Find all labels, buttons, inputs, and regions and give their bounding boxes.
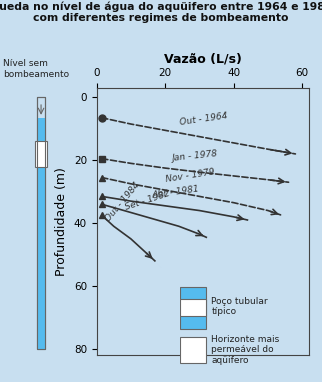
Bar	[35, 141, 47, 167]
Bar	[37, 118, 45, 349]
Text: Horizonte mais
permeável do
aqüifero: Horizonte mais permeável do aqüifero	[211, 335, 279, 365]
Text: com diferentes regimes de bombeamento: com diferentes regimes de bombeamento	[33, 13, 289, 23]
Bar	[180, 299, 206, 316]
Bar	[180, 287, 206, 329]
Text: Poço tubular
típico: Poço tubular típico	[211, 296, 268, 316]
Text: Set - 1982: Set - 1982	[124, 189, 171, 212]
Y-axis label: Profundidade (m): Profundidade (m)	[55, 167, 68, 276]
Text: Abr - 1981: Abr - 1981	[151, 184, 200, 199]
Text: Jan - 1978: Jan - 1978	[172, 150, 219, 163]
X-axis label: Vazão (L/s): Vazão (L/s)	[164, 53, 242, 66]
Bar	[37, 97, 45, 349]
Text: Out - 1964: Out - 1964	[179, 112, 228, 127]
Text: Out - 1984: Out - 1984	[103, 180, 141, 223]
Text: Nov - 1979: Nov - 1979	[165, 167, 215, 184]
Bar	[37, 97, 45, 349]
Text: Queda no nível de água do aquüifero entre 1964 e 1984: Queda no nível de água do aquüifero entr…	[0, 2, 322, 12]
Text: Nível sem
bombeamento: Nível sem bombeamento	[3, 59, 69, 79]
Bar	[180, 337, 206, 363]
